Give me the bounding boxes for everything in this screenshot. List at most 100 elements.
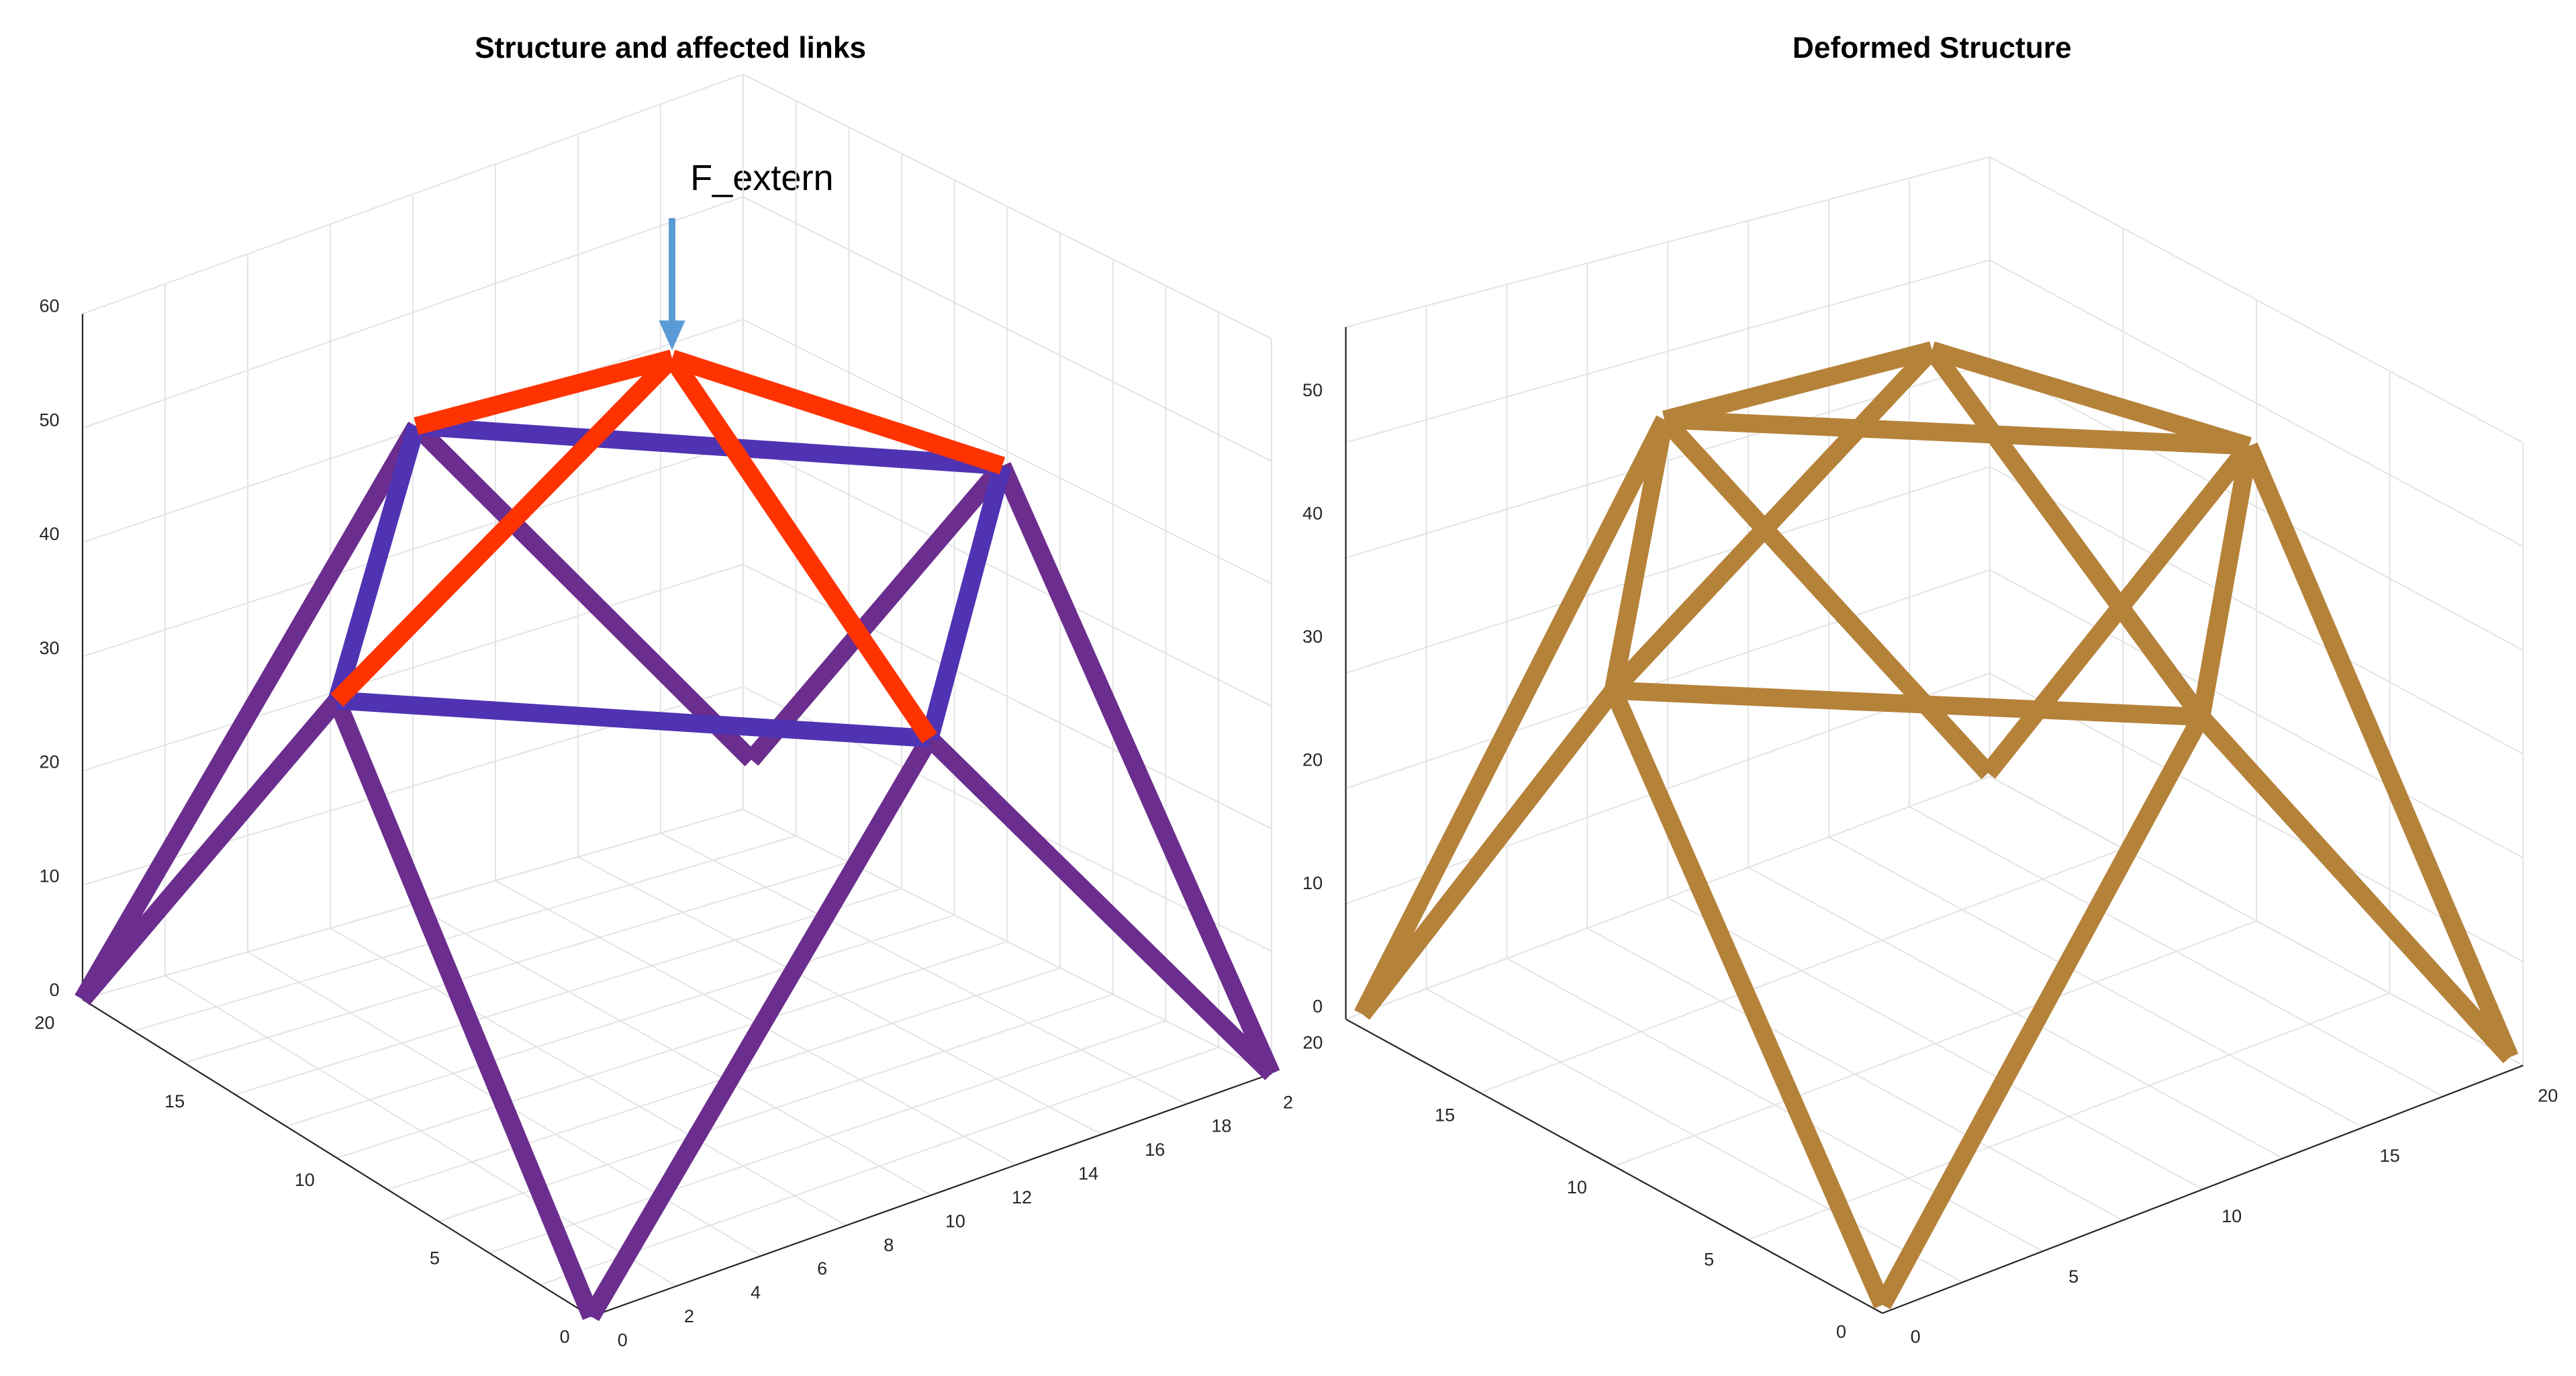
truss-link <box>669 349 1006 475</box>
y-tick-label: 10 <box>1567 1177 1587 1197</box>
truss-link <box>1924 345 2209 723</box>
truss-link <box>1604 418 1674 692</box>
truss-link <box>1605 686 1891 1309</box>
y-tick-label: 15 <box>1435 1105 1455 1125</box>
truss-link <box>1658 413 1995 780</box>
y-tick-label: 5 <box>1704 1250 1714 1270</box>
truss-link <box>1664 410 2250 455</box>
x-axis <box>1882 1064 2524 1314</box>
x-tick-label: 6 <box>817 1258 827 1279</box>
grid-line <box>743 441 1272 707</box>
y-axis <box>1345 1018 1883 1314</box>
truss-link <box>923 731 1278 1081</box>
truss-link <box>2194 710 2517 1064</box>
force-label: F_extern <box>690 158 834 198</box>
truss-link <box>583 733 938 1322</box>
grid-line <box>438 993 1114 1222</box>
grid-line <box>234 888 902 1095</box>
truss-link <box>75 421 424 1004</box>
panel-title: Structure and affected links <box>475 32 866 64</box>
truss-link <box>1929 341 2252 455</box>
grid-line <box>1989 569 2524 859</box>
z-tick-label: 0 <box>49 980 59 1000</box>
grid-line <box>82 73 744 315</box>
x-tick-label: 10 <box>945 1211 965 1231</box>
x-tick-label: 18 <box>1211 1116 1231 1136</box>
x-tick-label: 16 <box>1145 1140 1165 1160</box>
x-tick-label: 15 <box>2380 1146 2400 1166</box>
truss-link <box>920 463 1012 741</box>
z-tick-label: 10 <box>39 866 59 886</box>
x-tick-label: 2 <box>684 1306 694 1326</box>
x-tick-label: 14 <box>1078 1164 1098 1184</box>
z-tick-label: 20 <box>39 752 59 772</box>
y-tick-label: 0 <box>1836 1322 1846 1342</box>
truss-link <box>336 691 931 748</box>
z-tick-label: 40 <box>39 524 59 544</box>
grid-line <box>82 196 744 429</box>
grid-line <box>1748 993 2391 1240</box>
truss-link <box>2240 442 2519 1061</box>
grid-line <box>743 196 1272 462</box>
grid-line <box>1345 776 1991 1020</box>
truss-link <box>414 349 675 435</box>
grid-line <box>1989 156 2524 444</box>
x-tick-label: 2 <box>1283 1092 1293 1112</box>
truss-link <box>1607 344 1939 697</box>
grid-line <box>1480 847 2124 1094</box>
truss-link <box>415 417 1003 475</box>
grid-line <box>1989 363 2524 651</box>
grid-line <box>133 835 796 1032</box>
grid-line <box>743 318 1272 585</box>
z-tick-label: 40 <box>1302 504 1323 524</box>
grid-line <box>82 441 744 657</box>
truss-link <box>744 459 1010 766</box>
y-tick-label: 15 <box>164 1091 185 1111</box>
grid-line <box>1345 156 1991 328</box>
grid-line <box>1613 920 2257 1167</box>
truss-link <box>1354 415 1673 1019</box>
x-tick-label: 5 <box>2068 1267 2079 1287</box>
z-tick-label: 50 <box>39 410 59 430</box>
y-tick-label: 10 <box>295 1170 315 1190</box>
grid-line <box>1989 466 2524 755</box>
z-tick-label: 30 <box>39 638 59 658</box>
z-tick-label: 20 <box>1302 750 1323 770</box>
z-tick-label: 30 <box>1302 627 1323 647</box>
truss-link <box>330 352 679 707</box>
truss-link <box>1355 684 1621 1020</box>
truss-link <box>328 423 425 703</box>
grid-line <box>1345 259 1991 443</box>
truss-link <box>1662 341 1935 428</box>
y-axis <box>82 999 592 1318</box>
x-tick-label: 4 <box>751 1283 761 1303</box>
y-tick-label: 5 <box>430 1248 440 1269</box>
truss-link <box>664 353 937 744</box>
x-tick-label: 8 <box>884 1235 894 1255</box>
truss-link <box>1613 681 2202 727</box>
y-tick-label: 20 <box>1302 1033 1323 1053</box>
grid-line <box>489 1020 1166 1254</box>
panel-title: Deformed Structure <box>1793 32 2072 64</box>
truss-link <box>328 696 600 1320</box>
x-tick-label: 0 <box>1911 1327 1921 1347</box>
z-tick-label: 0 <box>1313 997 1323 1017</box>
y-tick-label: 20 <box>34 1013 54 1033</box>
grid-line <box>184 862 849 1064</box>
grid-line <box>743 73 1272 340</box>
z-tick-label: 50 <box>1302 380 1323 400</box>
grid-line <box>540 1046 1219 1286</box>
z-tick-label: 10 <box>1302 873 1323 893</box>
grid-line <box>82 563 744 772</box>
grid-line <box>1345 569 1991 790</box>
x-tick-label: 0 <box>618 1330 628 1350</box>
grid-line <box>1345 465 1991 674</box>
force-arrowhead <box>659 320 685 351</box>
grid-line <box>1989 672 2524 962</box>
truss-link <box>410 420 758 767</box>
x-tick-label: 12 <box>1012 1187 1032 1207</box>
truss-link <box>1874 713 2209 1310</box>
x-axis <box>591 1072 1272 1318</box>
grid-line <box>285 914 955 1128</box>
